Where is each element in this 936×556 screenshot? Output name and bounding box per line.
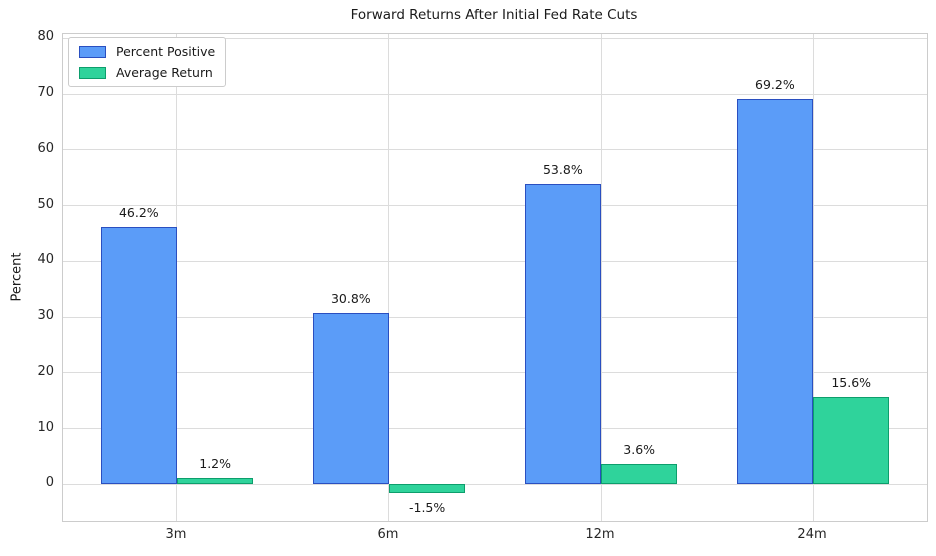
gridline-v — [388, 34, 390, 521]
gridline-h — [63, 428, 927, 429]
gridline-h — [63, 205, 927, 207]
y-tick-label: 50 — [37, 196, 54, 212]
y-tick-label: 80 — [37, 29, 54, 45]
y-tick-label: 10 — [37, 419, 54, 435]
gridline-v — [176, 34, 178, 521]
bar-value-label: 1.2% — [199, 455, 232, 471]
bar-percent-positive-24m — [736, 98, 814, 485]
plot-area: 46.2% 30.8% 53.8% 69.2% 1.2% -1.5% 3.6% 15.6% — [62, 33, 928, 522]
x-tick-label: 24m — [797, 527, 827, 542]
legend-label: Average Return — [116, 65, 213, 80]
y-tick-label: 40 — [37, 252, 54, 268]
y-tick-label: 20 — [37, 363, 54, 379]
bar-percent-positive-6m — [312, 312, 389, 485]
x-tick-label: 12m — [585, 527, 615, 542]
bar-percent-positive-3m — [100, 226, 177, 485]
legend-label: Percent Positive — [116, 44, 216, 59]
bar-value-label: 46.2% — [118, 204, 159, 220]
y-tick-label: 0 — [45, 475, 54, 491]
bar-average-return-6m — [388, 484, 466, 493]
bar-average-return-3m — [176, 477, 254, 485]
y-tick-label: 70 — [37, 85, 54, 101]
bar-value-label: 53.8% — [542, 162, 583, 178]
bar-value-label: 30.8% — [330, 290, 371, 306]
bar-value-label: 69.2% — [755, 76, 795, 92]
legend-swatch-icon — [79, 66, 106, 79]
x-tick-label: 6m — [377, 527, 399, 542]
legend: Percent Positive Average Return — [68, 37, 227, 87]
legend-swatch-icon — [79, 45, 106, 58]
y-tick-label: 60 — [37, 140, 54, 156]
gridline-v — [812, 34, 814, 521]
y-tick-label: 30 — [37, 308, 54, 324]
bar-percent-positive-12m — [524, 184, 601, 485]
gridline-h — [63, 260, 927, 262]
gridline-h — [63, 37, 927, 39]
gridline-h — [63, 372, 927, 374]
gridline-h — [63, 149, 927, 151]
gridline-h — [63, 316, 927, 318]
bar-average-return-12m — [601, 464, 678, 485]
x-tick-label: 3m — [165, 527, 187, 542]
bar-value-label: 15.6% — [831, 375, 872, 391]
chart-title: Forward Returns After Initial Fed Rate C… — [350, 7, 638, 23]
bar-average-return-24m — [813, 397, 890, 485]
legend-item: Average Return — [79, 65, 215, 80]
gridline-v — [600, 34, 602, 521]
bar-value-label: 3.6% — [623, 442, 656, 458]
bar-value-label: -1.5% — [409, 499, 446, 515]
gridline-h — [63, 93, 927, 95]
gridline-h — [63, 483, 927, 485]
legend-item: Percent Positive — [79, 44, 215, 59]
